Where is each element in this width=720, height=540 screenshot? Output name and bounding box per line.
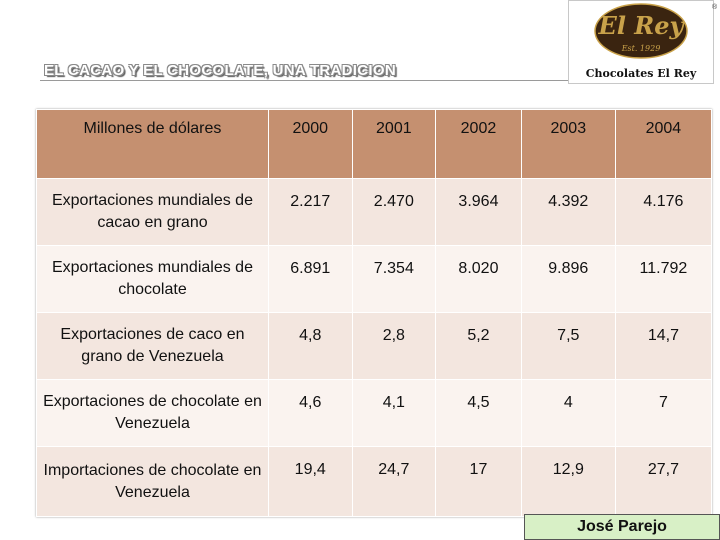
logo-established: Est. 1929 [621, 44, 661, 53]
logo-script: El Rey [598, 11, 686, 40]
table-cell: 4,8 [267, 312, 353, 380]
title-underline [40, 80, 568, 81]
table-row: Exportaciones de caco en grano de Venezu… [36, 312, 713, 380]
table-cell: 3.964 [435, 178, 522, 246]
table-cell: 8.020 [435, 245, 522, 313]
header-year-2001: 2001 [351, 109, 437, 179]
registered-mark: ® [712, 4, 718, 11]
table-cell: 7,5 [520, 312, 616, 380]
header-year-2000: 2000 [267, 109, 353, 179]
table-row: Exportaciones de chocolate en Venezuela … [36, 379, 713, 447]
table-cell: 14,7 [614, 312, 713, 380]
table-cell: 9.896 [520, 245, 616, 313]
header-label: Millones de dólares [36, 109, 269, 179]
table-cell: 11.792 [614, 245, 713, 313]
table-row: Exportaciones mundiales de cacao en gran… [36, 178, 713, 246]
table-cell: 4,1 [351, 379, 437, 447]
table-cell: 17 [435, 446, 522, 517]
el-rey-logo-graphic: El Rey Est. 1929 Chocolates El Rey [586, 3, 697, 80]
table-cell: 2.470 [351, 178, 437, 246]
slide-title: EL CACAO Y EL CHOCOLATE, UNA TRADICION [44, 62, 396, 79]
table-row: Importaciones de chocolate en Venezuela … [36, 446, 713, 517]
table-cell: 24,7 [351, 446, 437, 517]
author-label: José Parejo [524, 514, 720, 540]
table-cell: 27,7 [614, 446, 713, 517]
logo-oval [594, 3, 688, 59]
table-cell: 4,5 [435, 379, 522, 447]
table-cell: 4 [520, 379, 616, 447]
table-cell: 4,6 [267, 379, 353, 447]
row-label: Exportaciones mundiales de chocolate [36, 245, 269, 313]
table-cell: 4.392 [520, 178, 616, 246]
table-cell: 4.176 [614, 178, 713, 246]
table-cell: 7 [614, 379, 713, 447]
row-label: Importaciones de chocolate en Venezuela [36, 446, 269, 517]
row-label: Exportaciones de chocolate en Venezuela [36, 379, 269, 447]
table-cell: 2,8 [351, 312, 437, 380]
row-label: Exportaciones de caco en grano de Venezu… [36, 312, 269, 380]
header-year-2004: 2004 [614, 109, 713, 179]
table-cell: 7.354 [351, 245, 437, 313]
table-row: Exportaciones mundiales de chocolate 6.8… [36, 245, 713, 313]
logo-brand: Chocolates El Rey [586, 67, 697, 80]
table-cell: 6.891 [267, 245, 353, 313]
header-year-2002: 2002 [435, 109, 522, 179]
header-year-2003: 2003 [520, 109, 616, 179]
table-header-row: Millones de dólares 2000 2001 2002 2003 … [36, 109, 713, 179]
table-cell: 12,9 [520, 446, 616, 517]
el-rey-logo: El Rey Est. 1929 Chocolates El Rey [568, 0, 714, 84]
cocoa-data-table: Millones de dólares 2000 2001 2002 2003 … [36, 109, 713, 517]
table-cell: 5,2 [435, 312, 522, 380]
table-cell: 2.217 [267, 178, 353, 246]
table-cell: 19,4 [267, 446, 353, 517]
row-label: Exportaciones mundiales de cacao en gran… [36, 178, 269, 246]
